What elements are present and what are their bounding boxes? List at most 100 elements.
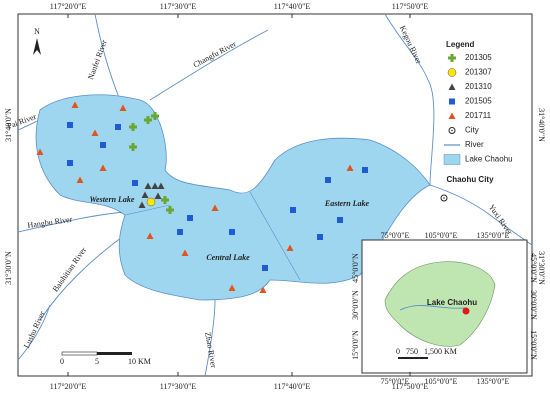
- legend-lake: [443, 154, 461, 165]
- point-201711: [181, 249, 189, 256]
- inset-lon-label: 75°0'0"E: [381, 231, 410, 240]
- point-201711: [146, 232, 154, 239]
- point-201505: [67, 160, 73, 166]
- point-201505: [132, 180, 138, 186]
- inset-lat-label: 30°0'0"N: [529, 290, 538, 320]
- legend-label: River: [465, 140, 484, 149]
- inset-lake-marker: [462, 307, 470, 315]
- inset-lat-label: 15°0'0"N: [351, 330, 360, 360]
- lat-label: 31°40'0"N: [537, 108, 546, 142]
- lake-label: Eastern Lake: [324, 199, 370, 208]
- north-arrow: [33, 38, 41, 55]
- inset-scale-label: 750: [406, 347, 418, 356]
- lon-label: 117°20'0"E: [50, 2, 87, 11]
- north-label: N: [34, 27, 40, 36]
- lat-label: 31°40'0"N: [4, 108, 13, 142]
- inset-lon-label: 105°0'0"E: [425, 231, 458, 240]
- legend-city-dot: [451, 129, 453, 132]
- river-line: [39, 234, 126, 321]
- point-201505: [187, 215, 193, 221]
- point-201711: [99, 164, 107, 171]
- scale-segment: [61, 351, 98, 356]
- point-201505: [337, 217, 343, 223]
- point-201310: [141, 191, 149, 198]
- lat-label: 31°30'0"N: [537, 251, 546, 285]
- point-201505: [262, 265, 268, 271]
- point-201505: [100, 142, 106, 148]
- inset-scale-bar: [398, 357, 428, 359]
- scale-label: 5: [95, 357, 99, 366]
- legend-label: 201711: [465, 111, 492, 120]
- lake-division: [124, 191, 301, 281]
- rivers: [17, 13, 533, 377]
- scale-bar: [61, 351, 132, 356]
- point-201711: [346, 164, 354, 171]
- point-201310: [448, 83, 456, 90]
- river-line: [149, 29, 269, 101]
- point-201305: [166, 206, 174, 214]
- lon-label: 117°50'0"E: [392, 382, 429, 391]
- point-201310: [154, 192, 162, 199]
- inset-lat-label: 45°0'0"N: [351, 253, 360, 283]
- lon-label: 117°50'0"E: [392, 2, 429, 11]
- point-201305: [161, 196, 169, 204]
- point-201711: [259, 286, 267, 293]
- point-201505: [229, 229, 235, 235]
- inset-lat-label: 15°0'0"N: [529, 330, 538, 360]
- inset-lon-label: 75°0'0"E: [381, 377, 410, 386]
- scale-segment: [97, 352, 132, 355]
- point-201711: [211, 204, 219, 211]
- inset-river: [399, 305, 466, 311]
- point-201305: [144, 116, 152, 124]
- city-label: Chaohu City: [446, 175, 494, 184]
- river-line: [94, 13, 121, 101]
- point-201305: [129, 123, 137, 131]
- point-201305: [129, 143, 137, 151]
- legend-label: 201307: [465, 68, 492, 77]
- lon-label: 117°30'0"E: [160, 2, 197, 11]
- inset-lat-label: 45°0'0"N: [529, 253, 538, 283]
- scale-label: 10 KM: [128, 357, 151, 366]
- point-201711: [71, 101, 79, 108]
- lake-label: Central Lake: [206, 253, 250, 262]
- legend-label: City: [465, 126, 479, 135]
- point-201310: [138, 201, 146, 208]
- lon-label: 117°40'0"E: [274, 382, 311, 391]
- inset-lake-label: Lake Chaohu: [427, 298, 477, 307]
- point-201505: [325, 177, 331, 183]
- inset-china: [384, 261, 496, 347]
- lon-label: 117°40'0"E: [274, 2, 311, 11]
- point-201310: [151, 182, 159, 189]
- legend-label: 201305: [465, 53, 492, 62]
- point-201305: [448, 54, 456, 62]
- point-201505: [362, 167, 368, 173]
- point-201305: [151, 112, 159, 120]
- river-line: [204, 299, 216, 377]
- lon-label: 117°30'0"E: [160, 382, 197, 391]
- point-201711: [228, 284, 236, 291]
- point-201711: [286, 244, 294, 251]
- point-201711: [76, 176, 84, 183]
- lon-label: 117°20'0"E: [50, 382, 87, 391]
- inset-scale-label: 0: [396, 347, 400, 356]
- lat-label: 31°30'0"N: [4, 251, 13, 285]
- point-201505: [290, 207, 296, 213]
- inset-lon-label: 105°0'0"E: [425, 377, 458, 386]
- legend: 201305 201307 201310 201505 201711 City River L…: [443, 53, 513, 165]
- point-201505: [115, 124, 121, 130]
- point-201307: [146, 197, 156, 207]
- river-line: [384, 13, 435, 186]
- point-201505: [177, 229, 183, 235]
- point-201505: [67, 122, 73, 128]
- point-201711: [91, 129, 99, 136]
- legend-label: 201310: [465, 82, 492, 91]
- point-201711: [448, 112, 456, 119]
- point-201505: [449, 98, 455, 105]
- point-201711: [36, 148, 44, 155]
- legend-label: 201505: [465, 97, 492, 106]
- inset-lon-label: 135°0'0"E: [477, 231, 510, 240]
- point-201310: [144, 182, 152, 189]
- legend-title: Legend: [446, 40, 475, 49]
- scale-label: 0: [60, 357, 64, 366]
